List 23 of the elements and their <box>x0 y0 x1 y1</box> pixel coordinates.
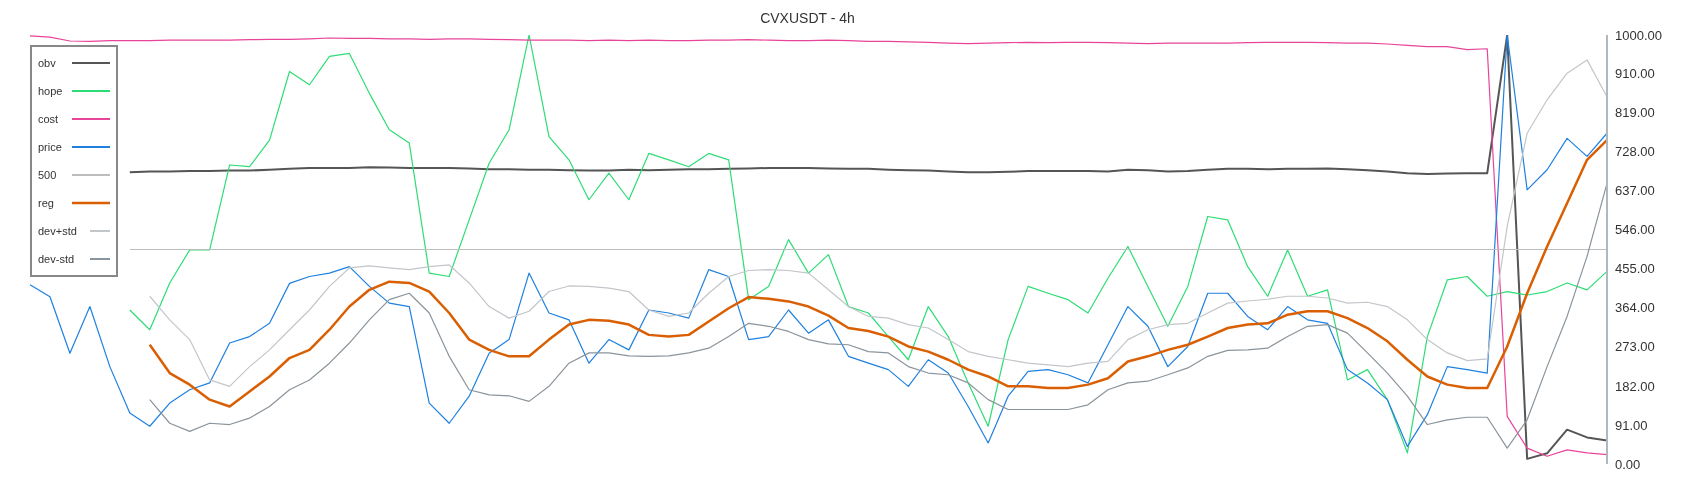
y-tick-label: 364.00 <box>1615 300 1655 316</box>
line-series <box>149 59 1608 387</box>
legend-label: obv <box>38 57 56 69</box>
legend-label: dev+std <box>38 225 77 237</box>
legend-label: cost <box>38 113 59 125</box>
y-tick-label: 91.00 <box>1615 417 1648 433</box>
legend-label: reg <box>38 197 54 209</box>
y-tick-label: 637.00 <box>1615 183 1655 199</box>
chart-title: CVXUSDT - 4h <box>759 10 856 26</box>
legend-label: price <box>38 141 62 153</box>
y-tick-label: 1000.00 <box>1615 27 1662 43</box>
y-tick-label: 0.00 <box>1615 456 1641 472</box>
line-series <box>148 138 1609 408</box>
legend-label: hope <box>38 85 63 97</box>
y-tick-label: 546.00 <box>1615 222 1655 238</box>
y-tick-label: 455.00 <box>1615 261 1655 277</box>
legend-label: 500 <box>38 169 57 181</box>
y-tick-label: 819.00 <box>1615 105 1655 121</box>
y-tick-label: 273.00 <box>1615 339 1655 355</box>
y-tick-label: 910.00 <box>1615 66 1655 82</box>
y-tick-label: 182.00 <box>1615 378 1655 394</box>
y-tick-label: 728.00 <box>1615 144 1655 160</box>
legend-label: dev-std <box>38 253 75 265</box>
